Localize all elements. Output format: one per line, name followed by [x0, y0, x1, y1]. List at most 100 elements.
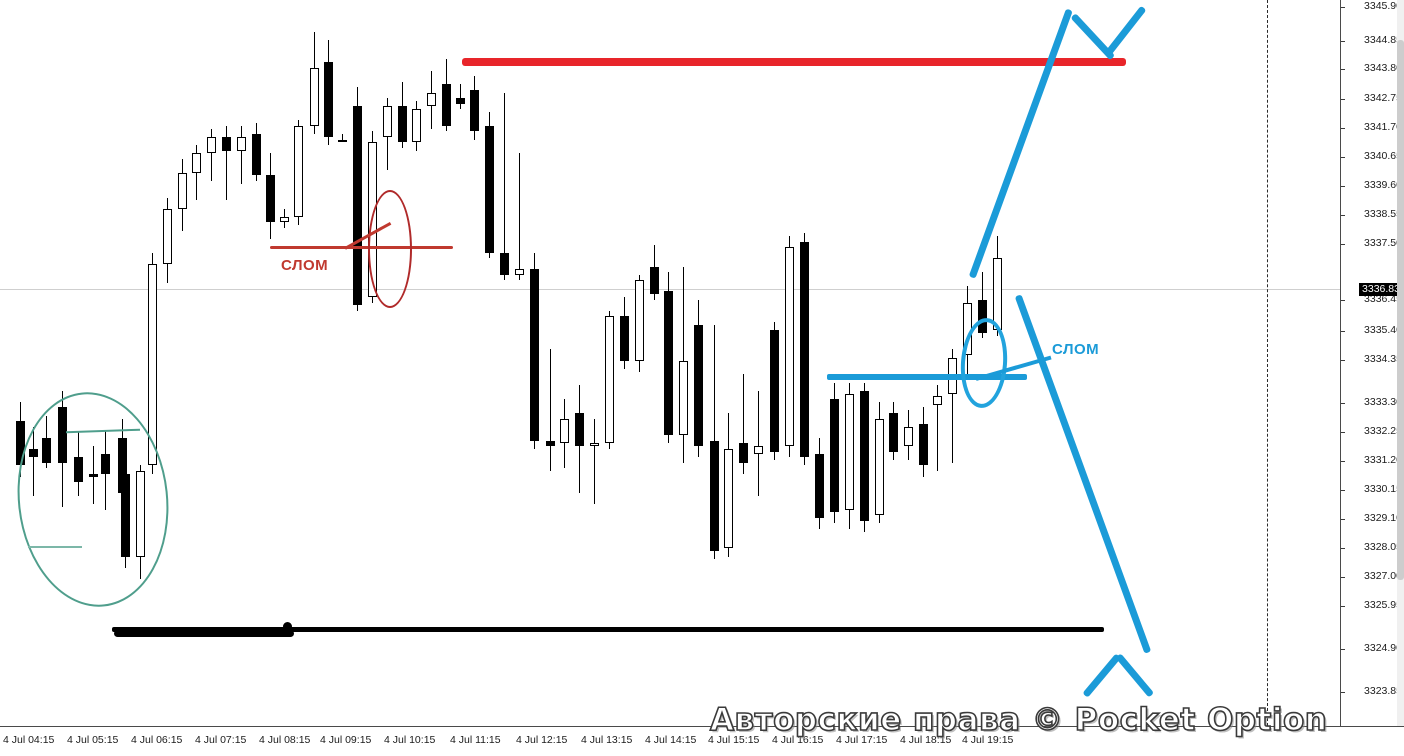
- projection-down-arrow-leg-b: [1115, 653, 1155, 698]
- candle-body-bullish: [207, 136, 216, 154]
- candle-body-bullish: [724, 448, 733, 549]
- candle-body-bearish: [978, 299, 987, 333]
- candle-body-bearish: [575, 413, 584, 447]
- candle-body-bearish: [89, 473, 98, 477]
- price-tick-label: 3339.60: [1364, 179, 1402, 191]
- candle-body-bearish: [530, 269, 539, 441]
- support-line-blue[interactable]: [827, 374, 1027, 380]
- candle-body-bearish: [252, 134, 261, 176]
- price-tick-label: 3345.90: [1364, 0, 1402, 12]
- support-line-black[interactable]: [112, 627, 1104, 632]
- candle-body-bearish: [650, 266, 659, 295]
- price-tick-mark: [1341, 244, 1345, 245]
- candle-wick: [594, 418, 595, 505]
- candle-body-bullish: [294, 125, 303, 217]
- candle-body-bearish: [546, 440, 555, 447]
- price-tick-mark: [1341, 7, 1345, 8]
- time-tick-label: 4 Jul 09:15: [320, 734, 372, 746]
- candle-body-bullish: [280, 216, 289, 223]
- price-tick-mark: [1341, 157, 1345, 158]
- price-tick-label: 3341.70: [1364, 121, 1402, 133]
- gridline-horizontal: [0, 289, 1340, 290]
- support-line-black-thick: [114, 630, 294, 637]
- price-tick-mark: [1341, 461, 1345, 462]
- price-tick-mark: [1341, 432, 1345, 433]
- candle-body-bullish: [875, 418, 884, 516]
- candle-body-bearish: [42, 437, 51, 463]
- current-time-divider: [1267, 0, 1268, 726]
- break-level-line-red[interactable]: [270, 246, 453, 249]
- vertical-scrollbar-thumb[interactable]: [1397, 40, 1404, 580]
- candle-wick: [550, 349, 551, 471]
- candle-body-bearish: [29, 448, 38, 458]
- price-tick-mark: [1341, 41, 1345, 42]
- time-tick-label: 4 Jul 14:15: [645, 734, 697, 746]
- price-tick-mark: [1341, 99, 1345, 100]
- time-axis[interactable]: 4 Jul 04:15 4 Jul 05:15 4 Jul 06:15 4 Jul 0…: [0, 726, 1404, 756]
- time-tick-label: 4 Jul 13:15: [581, 734, 633, 746]
- price-tick-label: 3331.20: [1364, 454, 1402, 466]
- candle-body-bullish: [590, 443, 599, 447]
- candle-body-bearish: [664, 291, 673, 436]
- candle-body-bearish: [694, 324, 703, 447]
- candle-body-bullish: [560, 418, 569, 444]
- candle-wick: [226, 125, 227, 201]
- price-tick-label: 3323.85: [1364, 685, 1402, 697]
- candle-wick: [952, 349, 953, 463]
- candle-body-bullish: [993, 258, 1002, 331]
- candle-body-bearish: [16, 421, 25, 466]
- projection-up-line-blue[interactable]: [968, 8, 1073, 279]
- candle-wick: [504, 92, 505, 281]
- candle-body-bullish: [148, 263, 157, 466]
- teal-marker-line-bottom: [28, 546, 82, 548]
- candle-body-bearish: [324, 62, 333, 137]
- candle-body-bullish: [136, 471, 145, 557]
- price-tick-mark: [1341, 186, 1345, 187]
- time-tick-label: 4 Jul 16:15: [772, 734, 824, 746]
- time-tick-label: 4 Jul 08:15: [259, 734, 311, 746]
- candle-body-bullish: [785, 247, 794, 447]
- price-tick-label: 3342.75: [1364, 92, 1402, 104]
- price-tick-label: 3338.55: [1364, 208, 1402, 220]
- candle-body-bearish: [353, 258, 362, 306]
- candle-body-bearish: [456, 98, 465, 104]
- candle-body-bearish: [222, 136, 231, 151]
- candle-wick: [196, 145, 197, 201]
- time-tick-label: 4 Jul 15:15: [708, 734, 760, 746]
- candle-body-bearish: [830, 399, 839, 513]
- candle-wick: [519, 153, 520, 281]
- resistance-line-red[interactable]: [462, 58, 1126, 66]
- chart-plot-area[interactable]: СЛОМ СЛОМ: [0, 0, 1340, 726]
- candle-body-bullish: [963, 302, 972, 355]
- vertical-scrollbar[interactable]: [1397, 0, 1404, 726]
- candle-wick: [743, 374, 744, 474]
- time-tick-label: 4 Jul 07:15: [195, 734, 247, 746]
- price-tick-mark: [1341, 692, 1345, 693]
- price-axis[interactable]: 3345.90 3344.85 3343.80 3342.75 3341.70 3340.…: [1340, 0, 1404, 726]
- candle-body-bullish: [679, 360, 688, 436]
- candle-body-bearish: [770, 330, 779, 452]
- candle-body-bullish: [635, 280, 644, 361]
- price-tick-mark: [1341, 519, 1345, 520]
- price-tick-mark: [1341, 360, 1345, 361]
- candle-body-bearish: [442, 84, 451, 126]
- candle-wick: [460, 84, 461, 110]
- candle-wick: [937, 385, 938, 471]
- candle-body-bearish: [353, 106, 362, 259]
- price-tick-mark: [1341, 215, 1345, 216]
- price-tick-label: 3324.90: [1364, 642, 1402, 654]
- candle-body-bearish: [739, 443, 748, 463]
- candle-body-bearish: [58, 407, 67, 463]
- price-tick-mark: [1341, 300, 1345, 301]
- candle-wick: [241, 125, 242, 184]
- candle-body-bullish: [427, 92, 436, 107]
- price-tick-mark: [1341, 577, 1345, 578]
- price-tick-label: 3330.15: [1364, 483, 1402, 495]
- time-tick-label: 4 Jul 17:15: [836, 734, 888, 746]
- candle-body-bullish: [163, 208, 172, 264]
- time-tick-label: 4 Jul 05:15: [67, 734, 119, 746]
- candle-body-bullish: [237, 136, 246, 151]
- price-tick-label: 3335.40: [1364, 324, 1402, 336]
- price-tick-mark: [1341, 403, 1345, 404]
